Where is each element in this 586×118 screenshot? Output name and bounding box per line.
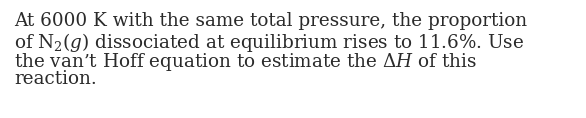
- Text: the van’t Hoff equation to estimate the $\Delta H$ of this: the van’t Hoff equation to estimate the …: [14, 51, 477, 73]
- Text: At 6000 K with the same total pressure, the proportion: At 6000 K with the same total pressure, …: [14, 12, 527, 30]
- Text: reaction.: reaction.: [14, 70, 97, 88]
- Text: of $\mathrm{N_2}$($g$) dissociated at equilibrium rises to 11.6%. Use: of $\mathrm{N_2}$($g$) dissociated at eq…: [14, 32, 524, 55]
